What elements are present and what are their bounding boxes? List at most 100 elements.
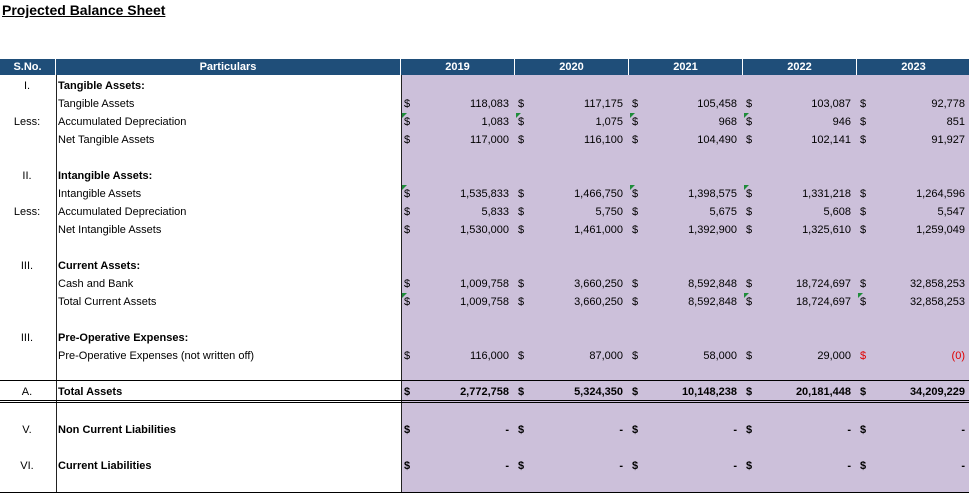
currency-symbol: $ bbox=[746, 134, 753, 146]
value-cell[interactable]: 5,675 bbox=[709, 206, 737, 218]
currency-symbol: $ bbox=[632, 116, 639, 128]
value-cell[interactable]: - bbox=[733, 424, 737, 436]
column-divider bbox=[56, 75, 57, 493]
value-cell[interactable]: 1,009,758 bbox=[460, 278, 509, 290]
value-cell[interactable]: 20,181,448 bbox=[795, 386, 851, 398]
value-cell[interactable]: 18,724,697 bbox=[795, 278, 851, 290]
currency-symbol: $ bbox=[746, 206, 753, 218]
currency-symbol: $ bbox=[746, 424, 753, 436]
row-label: Tangible Assets: bbox=[58, 80, 145, 92]
value-cell[interactable]: 3,660,250 bbox=[574, 278, 623, 290]
value-cell[interactable]: 116,000 bbox=[470, 350, 509, 362]
value-cell[interactable]: 5,750 bbox=[595, 206, 623, 218]
value-cell[interactable]: 1,009,758 bbox=[460, 296, 509, 308]
value-cell[interactable]: - bbox=[505, 460, 509, 472]
value-cell[interactable]: 117,000 bbox=[470, 134, 509, 146]
value-cell[interactable]: 1,083 bbox=[481, 116, 509, 128]
value-cell[interactable]: 1,259,049 bbox=[916, 224, 965, 236]
currency-symbol: $ bbox=[632, 278, 639, 290]
value-cell[interactable]: 32,858,253 bbox=[909, 278, 965, 290]
cell-indicator-icon bbox=[744, 185, 749, 190]
value-cell[interactable]: 1,466,750 bbox=[574, 188, 623, 200]
value-cell[interactable]: 1,461,000 bbox=[574, 224, 623, 236]
value-cell[interactable]: 1,398,575 bbox=[688, 188, 737, 200]
value-cell[interactable]: 1,331,218 bbox=[802, 188, 851, 200]
currency-symbol: $ bbox=[632, 224, 639, 236]
header-year: 2020 bbox=[515, 59, 629, 75]
value-cell[interactable]: 91,927 bbox=[931, 134, 965, 146]
value-cell[interactable]: 104,490 bbox=[697, 134, 737, 146]
currency-symbol: $ bbox=[518, 224, 525, 236]
value-cell[interactable]: 5,608 bbox=[823, 206, 851, 218]
row-label: Cash and Bank bbox=[58, 278, 134, 290]
value-cell[interactable]: 34,209,229 bbox=[909, 386, 965, 398]
value-cell[interactable]: 118,083 bbox=[470, 98, 509, 110]
value-cell[interactable]: 1,264,596 bbox=[916, 188, 965, 200]
currency-symbol: $ bbox=[632, 206, 639, 218]
value-cell[interactable]: 103,087 bbox=[811, 98, 851, 110]
currency-symbol: $ bbox=[518, 424, 525, 436]
value-cell[interactable]: - bbox=[961, 460, 965, 472]
value-cell[interactable]: 1,530,000 bbox=[460, 224, 509, 236]
value-cell[interactable]: 5,324,350 bbox=[574, 386, 623, 398]
currency-symbol: $ bbox=[404, 386, 411, 398]
value-cell[interactable]: 87,000 bbox=[589, 350, 623, 362]
value-cell[interactable]: 105,458 bbox=[697, 98, 737, 110]
currency-symbol: $ bbox=[632, 424, 639, 436]
currency-symbol: $ bbox=[404, 350, 411, 362]
value-cell[interactable]: 2,772,758 bbox=[460, 386, 509, 398]
currency-symbol: $ bbox=[404, 134, 411, 146]
row-label: Total Current Assets bbox=[58, 296, 157, 308]
cell-indicator-icon bbox=[402, 185, 407, 190]
value-cell[interactable]: - bbox=[733, 460, 737, 472]
value-cell[interactable]: - bbox=[619, 424, 623, 436]
value-cell[interactable]: 1,325,610 bbox=[802, 224, 851, 236]
currency-symbol: $ bbox=[860, 386, 867, 398]
value-cell[interactable]: 1,392,900 bbox=[688, 224, 737, 236]
header-year: 2022 bbox=[743, 59, 857, 75]
value-cell[interactable]: 1,535,833 bbox=[460, 188, 509, 200]
separator-line bbox=[0, 400, 969, 401]
value-cell[interactable]: 58,000 bbox=[703, 350, 737, 362]
value-cell[interactable]: 946 bbox=[832, 116, 851, 128]
value-cell[interactable]: 117,175 bbox=[584, 98, 623, 110]
value-cell[interactable]: - bbox=[505, 424, 509, 436]
value-cell[interactable]: 851 bbox=[946, 116, 965, 128]
values-band bbox=[401, 75, 969, 493]
value-cell[interactable]: 3,660,250 bbox=[574, 296, 623, 308]
row-label: Tangible Assets bbox=[58, 98, 135, 110]
value-cell[interactable]: 10,148,238 bbox=[681, 386, 737, 398]
value-cell[interactable]: - bbox=[847, 424, 851, 436]
sheet-title: Projected Balance Sheet bbox=[2, 2, 166, 18]
currency-symbol: $ bbox=[632, 188, 639, 200]
value-cell[interactable]: - bbox=[847, 460, 851, 472]
value-cell[interactable]: 5,547 bbox=[937, 206, 965, 218]
row-number bbox=[2, 131, 52, 149]
currency-symbol: $ bbox=[518, 278, 525, 290]
value-cell[interactable]: 5,833 bbox=[481, 206, 509, 218]
value-cell[interactable]: 968 bbox=[718, 116, 737, 128]
value-cell[interactable]: 116,100 bbox=[584, 134, 623, 146]
value-cell[interactable]: 8,592,848 bbox=[688, 278, 737, 290]
row-label: Net Intangible Assets bbox=[58, 224, 162, 236]
currency-symbol: $ bbox=[404, 296, 411, 308]
value-cell[interactable]: 102,141 bbox=[811, 134, 851, 146]
currency-symbol: $ bbox=[632, 460, 639, 472]
row-number: Less: bbox=[13, 116, 41, 128]
value-cell[interactable]: - bbox=[961, 424, 965, 436]
value-cell[interactable]: 29,000 bbox=[817, 350, 851, 362]
currency-symbol: $ bbox=[518, 460, 525, 472]
value-cell[interactable]: (0) bbox=[951, 350, 965, 362]
value-cell[interactable]: 1,075 bbox=[595, 116, 623, 128]
currency-symbol: $ bbox=[860, 296, 867, 308]
value-cell[interactable]: 92,778 bbox=[931, 98, 965, 110]
value-cell[interactable]: 32,858,253 bbox=[909, 296, 965, 308]
currency-symbol: $ bbox=[746, 224, 753, 236]
value-cell[interactable]: 8,592,848 bbox=[688, 296, 737, 308]
currency-symbol: $ bbox=[518, 296, 525, 308]
value-cell[interactable]: 18,724,697 bbox=[795, 296, 851, 308]
currency-symbol: $ bbox=[404, 460, 411, 472]
currency-symbol: $ bbox=[404, 188, 411, 200]
row-number: VI. bbox=[20, 460, 34, 472]
value-cell[interactable]: - bbox=[619, 460, 623, 472]
